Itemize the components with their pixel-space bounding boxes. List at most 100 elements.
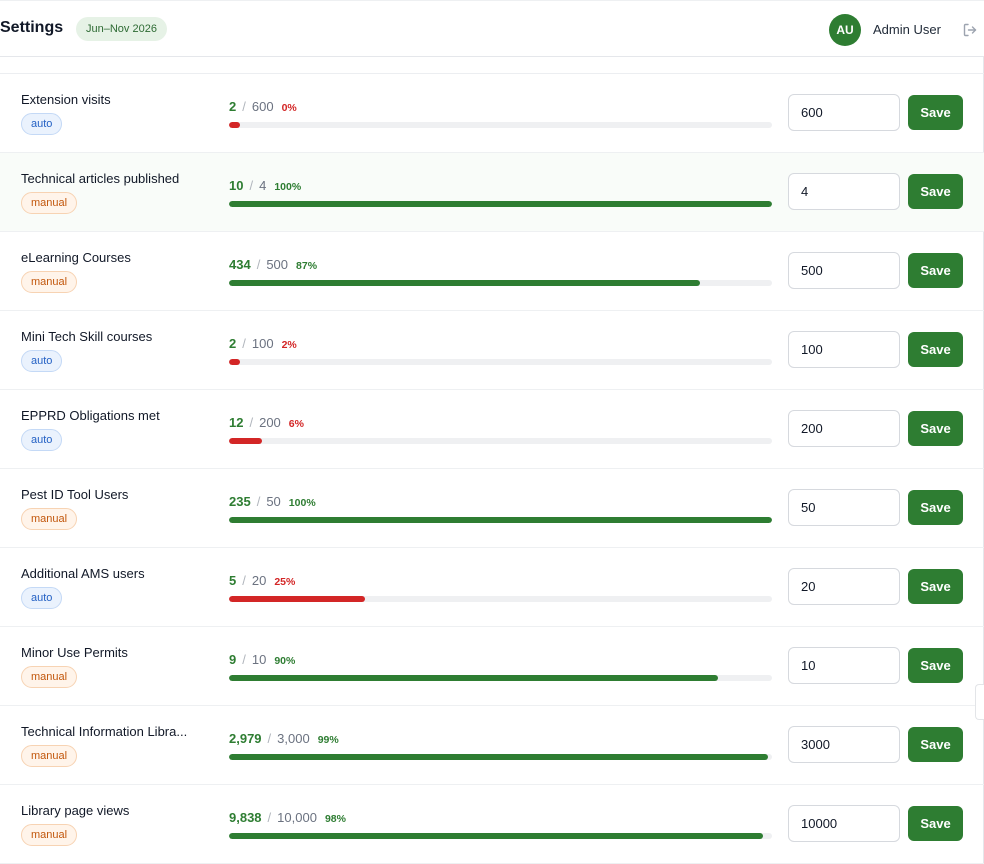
metric-name: eLearning Courses: [21, 250, 131, 265]
target-input[interactable]: [788, 331, 900, 368]
type-badge: manual: [21, 824, 78, 846]
user-name[interactable]: Admin User: [873, 22, 941, 37]
type-badge: manual: [21, 192, 78, 214]
side-panel-handle[interactable]: [975, 684, 984, 720]
progress-fill: [229, 675, 718, 681]
actual-value: 5: [229, 573, 237, 588]
metric-row: Mini Tech Skill courses auto 2 / 100 2% Sav…: [0, 311, 984, 390]
percent-value: 100%: [288, 497, 316, 509]
target-input[interactable]: [788, 252, 900, 289]
type-badge: manual: [21, 745, 78, 767]
target-input[interactable]: [788, 568, 900, 605]
logout-icon[interactable]: [962, 22, 978, 38]
metric-stat: 10 / 4 100%: [229, 178, 301, 193]
separator: /: [242, 573, 246, 588]
type-badge: manual: [21, 666, 78, 688]
metric-stat: 5 / 20 25%: [229, 573, 295, 588]
metric-name: Mini Tech Skill courses: [21, 329, 153, 344]
metric-name: Technical articles published: [21, 171, 180, 186]
actual-value: 9,838: [229, 810, 262, 825]
metric-name: Extension visits: [21, 92, 111, 107]
target-value: 100: [251, 336, 274, 351]
metric-stat: 235 / 50 100%: [229, 494, 316, 509]
progress-fill: [229, 201, 772, 207]
type-badge: auto: [21, 429, 63, 451]
metric-stat: 2 / 600 0%: [229, 99, 297, 114]
metric-stat: 9 / 10 90%: [229, 652, 295, 667]
metric-row: Library page views manual 9,838 / 10,000 98…: [0, 785, 984, 864]
metrics-list: Extension visits auto 2 / 600 0% Save Techn…: [0, 74, 984, 864]
metric-row: Technical articles published manual 10 / 4…: [0, 153, 984, 232]
separator: /: [249, 415, 254, 430]
metric-name: EPPRD Obligations met: [21, 408, 160, 423]
progress-fill: [229, 596, 365, 602]
metric-name: Minor Use Permits: [21, 645, 128, 660]
save-button[interactable]: Save: [908, 569, 963, 604]
actual-value: 2,979: [229, 731, 262, 746]
metric-row: Extension visits auto 2 / 600 0% Save: [0, 74, 984, 153]
separator: /: [242, 652, 246, 667]
progress-track: [229, 280, 772, 286]
target-input[interactable]: [788, 647, 900, 684]
page-title: Settings: [0, 19, 64, 36]
percent-value: 0%: [281, 102, 297, 114]
target-input[interactable]: [788, 726, 900, 763]
metric-name: Pest ID Tool Users: [21, 487, 129, 502]
actual-value: 2: [229, 336, 237, 351]
target-value: 600: [251, 99, 274, 114]
metric-stat: 12 / 200 6%: [229, 415, 304, 430]
progress-fill: [229, 438, 262, 444]
actual-value: 235: [229, 494, 251, 509]
percent-value: 2%: [281, 339, 297, 351]
save-button[interactable]: Save: [908, 95, 963, 130]
save-button[interactable]: Save: [908, 490, 963, 525]
target-value: 4: [259, 178, 267, 193]
target-input[interactable]: [788, 173, 900, 210]
metric-row: EPPRD Obligations met auto 12 / 200 6% Save: [0, 390, 984, 469]
progress-track: [229, 122, 772, 128]
save-button[interactable]: Save: [908, 648, 963, 683]
save-button[interactable]: Save: [908, 174, 963, 209]
target-input[interactable]: [788, 489, 900, 526]
metric-name: Additional AMS users: [21, 566, 145, 581]
save-button[interactable]: Save: [908, 806, 963, 841]
separator: /: [267, 731, 272, 746]
metric-stat: 2 / 100 2%: [229, 336, 297, 351]
separator: /: [256, 257, 261, 272]
target-input[interactable]: [788, 94, 900, 131]
avatar[interactable]: AU: [829, 14, 861, 46]
save-button[interactable]: Save: [908, 411, 963, 446]
metric-stat: 9,838 / 10,000 98%: [229, 810, 346, 825]
actual-value: 434: [229, 257, 251, 272]
period-badge: Jun–Nov 2026: [76, 17, 167, 41]
metric-stat: 2,979 / 3,000 99%: [229, 731, 339, 746]
target-input[interactable]: [788, 805, 900, 842]
metric-row: Additional AMS users auto 5 / 20 25% Save: [0, 548, 984, 627]
target-value: 10,000: [277, 810, 317, 825]
progress-track: [229, 517, 772, 523]
metric-name: Library page views: [21, 803, 130, 818]
separator: /: [249, 178, 254, 193]
target-value: 20: [251, 573, 267, 588]
target-input[interactable]: [788, 410, 900, 447]
save-button[interactable]: Save: [908, 727, 963, 762]
target-value: 500: [266, 257, 289, 272]
target-value: 50: [266, 494, 281, 509]
separator: /: [242, 336, 246, 351]
percent-value: 87%: [296, 260, 318, 272]
percent-value: 100%: [274, 181, 302, 193]
actual-value: 10: [229, 178, 244, 193]
actual-value: 9: [229, 652, 237, 667]
table-top-spacer: [0, 57, 984, 74]
progress-fill: [229, 280, 701, 286]
metric-row: Minor Use Permits manual 9 / 10 90% Save: [0, 627, 984, 706]
metric-stat: 434 / 500 87%: [229, 257, 317, 272]
progress-fill: [229, 517, 772, 523]
percent-value: 25%: [274, 576, 296, 588]
progress-track: [229, 359, 772, 365]
percent-value: 99%: [317, 734, 339, 746]
save-button[interactable]: Save: [908, 253, 963, 288]
metric-row: Pest ID Tool Users manual 235 / 50 100% Sav…: [0, 469, 984, 548]
save-button[interactable]: Save: [908, 332, 963, 367]
actual-value: 2: [229, 99, 237, 114]
